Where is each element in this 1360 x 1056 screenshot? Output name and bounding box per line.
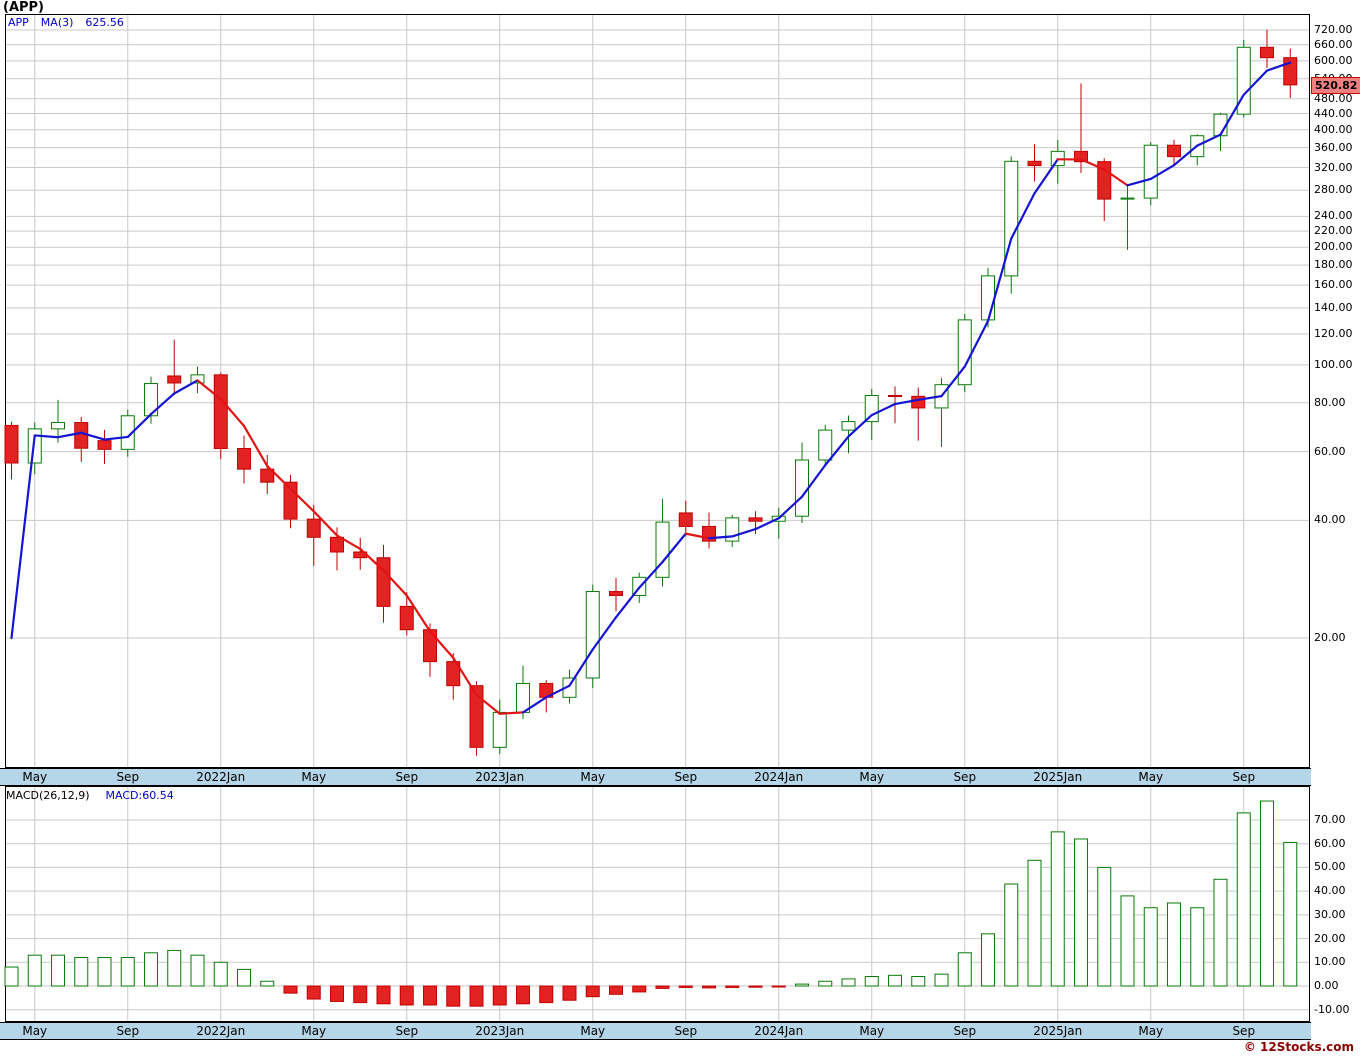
price-tick-label: 320.00 [1314, 160, 1353, 174]
price-tick-label: 280.00 [1314, 183, 1353, 197]
month-tick-label: Sep [953, 1024, 977, 1038]
month-tick-label: 2025Jan [1033, 770, 1083, 784]
legend-ma-label: MA(3) [40, 16, 74, 29]
month-tick-label: Sep [1232, 770, 1256, 784]
month-tick-label: May [580, 1024, 606, 1038]
current-price-badge: 520.82 [1311, 76, 1360, 94]
price-tick-label: 720.00 [1314, 22, 1353, 36]
month-tick-label: May [22, 1024, 48, 1038]
month-tick-label: May [580, 770, 606, 784]
macd-tick-label: 30.00 [1314, 907, 1346, 921]
month-tick-label: May [301, 770, 327, 784]
month-tick-label: Sep [674, 1024, 698, 1038]
month-tick-label: Sep [395, 770, 419, 784]
month-tick-label: 2023Jan [475, 770, 525, 784]
legend-ma-value: 625.56 [85, 16, 124, 29]
month-tick-label: 2022Jan [196, 1024, 246, 1038]
macd-tick-label: 0.00 [1314, 979, 1339, 992]
price-tick-label: 600.00 [1314, 53, 1353, 67]
price-tick-label: 120.00 [1314, 326, 1353, 340]
month-tick-label: May [1138, 1024, 1164, 1038]
macd-current-value: MACD:60.54 [105, 789, 174, 802]
month-tick-label: May [859, 1024, 885, 1038]
page-title: (APP) [3, 0, 44, 15]
month-tick-label: 2024Jan [754, 770, 804, 784]
price-tick-label: 80.00 [1314, 395, 1346, 409]
month-tick-label: Sep [1232, 1024, 1256, 1038]
month-tick-label: Sep [953, 770, 977, 784]
price-tick-label: 360.00 [1314, 140, 1353, 154]
month-tick-label: May [1138, 770, 1164, 784]
month-tick-label: 2024Jan [754, 1024, 804, 1038]
price-tick-label: 20.00 [1314, 631, 1346, 644]
month-tick-label: 2025Jan [1033, 1024, 1083, 1038]
macd-legend: MACD(26,12,9) MACD:60.54 [6, 789, 174, 802]
macd-tick-label: 50.00 [1314, 860, 1346, 874]
main-chart-legend: APP MA(3) 625.56 [8, 16, 136, 29]
macd-tick-label: 20.00 [1314, 931, 1346, 945]
month-tick-label: May [859, 770, 885, 784]
macd-tick-label: 10.00 [1314, 955, 1346, 969]
macd-tick-label: -10.00 [1314, 1002, 1350, 1016]
x-axis-strip-bottom: May Sep 2022Jan May Sep 2023Jan May Sep 2024Jan M… [0, 1022, 1311, 1040]
macd-tick-label: 60.00 [1314, 836, 1346, 850]
price-tick-label: 140.00 [1314, 300, 1353, 314]
price-tick-label: 200.00 [1314, 240, 1353, 254]
month-tick-label: 2023Jan [475, 1024, 525, 1038]
footer-credit: © 12Stocks.com [1243, 1040, 1354, 1054]
month-tick-label: May [22, 770, 48, 784]
price-tick-label: 440.00 [1314, 106, 1353, 120]
price-tick-label: 180.00 [1314, 258, 1353, 272]
price-tick-label: 100.00 [1314, 357, 1353, 371]
price-tick-label: 660.00 [1314, 37, 1353, 51]
month-tick-label: Sep [116, 770, 140, 784]
macd-params-label: MACD(26,12,9) [6, 789, 90, 802]
month-tick-label: May [301, 1024, 327, 1038]
legend-symbol: APP [8, 16, 29, 29]
month-tick-label: Sep [395, 1024, 419, 1038]
macd-tick-label: 40.00 [1314, 884, 1346, 898]
price-tick-label: 60.00 [1314, 444, 1346, 458]
month-tick-label: Sep [116, 1024, 140, 1038]
price-tick-label: 160.00 [1314, 278, 1353, 292]
month-tick-label: Sep [674, 770, 698, 784]
x-axis-strip-top: May Sep 2022Jan May Sep 2023Jan May Sep 2024Jan M… [0, 768, 1311, 786]
price-tick-label: 400.00 [1314, 122, 1353, 136]
price-tick-label: 480.00 [1314, 91, 1353, 105]
month-tick-label: 2022Jan [196, 770, 246, 784]
macd-tick-label: 70.00 [1314, 813, 1346, 826]
price-tick-label: 40.00 [1314, 513, 1346, 527]
price-tick-label: 220.00 [1314, 224, 1353, 238]
price-tick-label: 240.00 [1314, 209, 1353, 223]
